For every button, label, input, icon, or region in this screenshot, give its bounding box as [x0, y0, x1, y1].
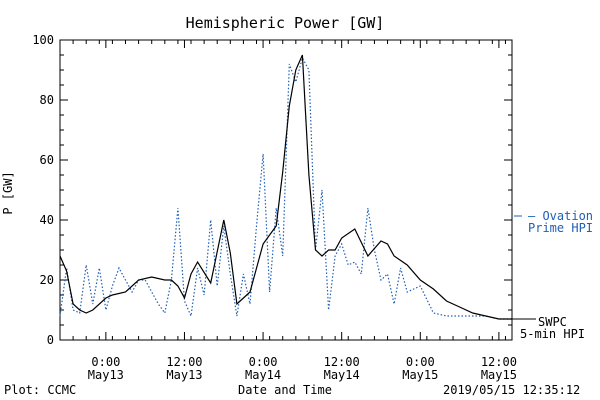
y-tick-label: 60: [40, 153, 54, 167]
x-tick-date-label: May15: [481, 368, 517, 382]
legend-ovation: — Ovation Prime HPI: [528, 209, 593, 235]
y-tick-label: 100: [32, 33, 54, 47]
x-tick-time-label: 0:00: [406, 355, 435, 369]
x-axis-label: Date and Time: [238, 383, 332, 397]
y-axis-label: P [GW]: [1, 171, 15, 214]
x-tick-date-label: May13: [88, 368, 124, 382]
legend-ovation-label-line2: Prime HPI: [528, 221, 593, 235]
x-tick-date-label: May14: [324, 368, 360, 382]
plot-timestamp: 2019/05/15 12:35:12: [443, 383, 581, 397]
x-tick-date-label: May13: [166, 368, 202, 382]
x-tick-time-label: 12:00: [481, 355, 517, 369]
plot-area: 0204060801000:00May1312:00May130:00May14…: [32, 33, 536, 382]
legend-swpc-label-line2: 5-min HPI: [520, 327, 585, 341]
x-tick-time-label: 12:00: [166, 355, 202, 369]
ovation-series-line: [59, 56, 512, 320]
legend-swpc-label-line1: SWPC: [538, 315, 567, 329]
legend-swpc: SWPC 5-min HPI: [520, 315, 585, 341]
x-tick-date-label: May14: [245, 368, 281, 382]
x-tick-time-label: 0:00: [249, 355, 278, 369]
plot-frame: [59, 39, 513, 341]
y-tick-label: 40: [40, 213, 54, 227]
x-tick-time-label: 0:00: [91, 355, 120, 369]
x-tick-time-label: 12:00: [324, 355, 360, 369]
plot-source: Plot: CCMC: [4, 383, 77, 397]
swpc-series-line: [59, 54, 512, 320]
chart-title: Hemispheric Power [GW]: [186, 14, 385, 32]
legend-ovation-label-line1: — Ovation: [528, 209, 593, 223]
y-tick-label: 0: [47, 333, 54, 347]
y-tick-label: 20: [40, 273, 54, 287]
x-tick-date-label: May15: [402, 368, 438, 382]
y-tick-label: 80: [40, 93, 54, 107]
